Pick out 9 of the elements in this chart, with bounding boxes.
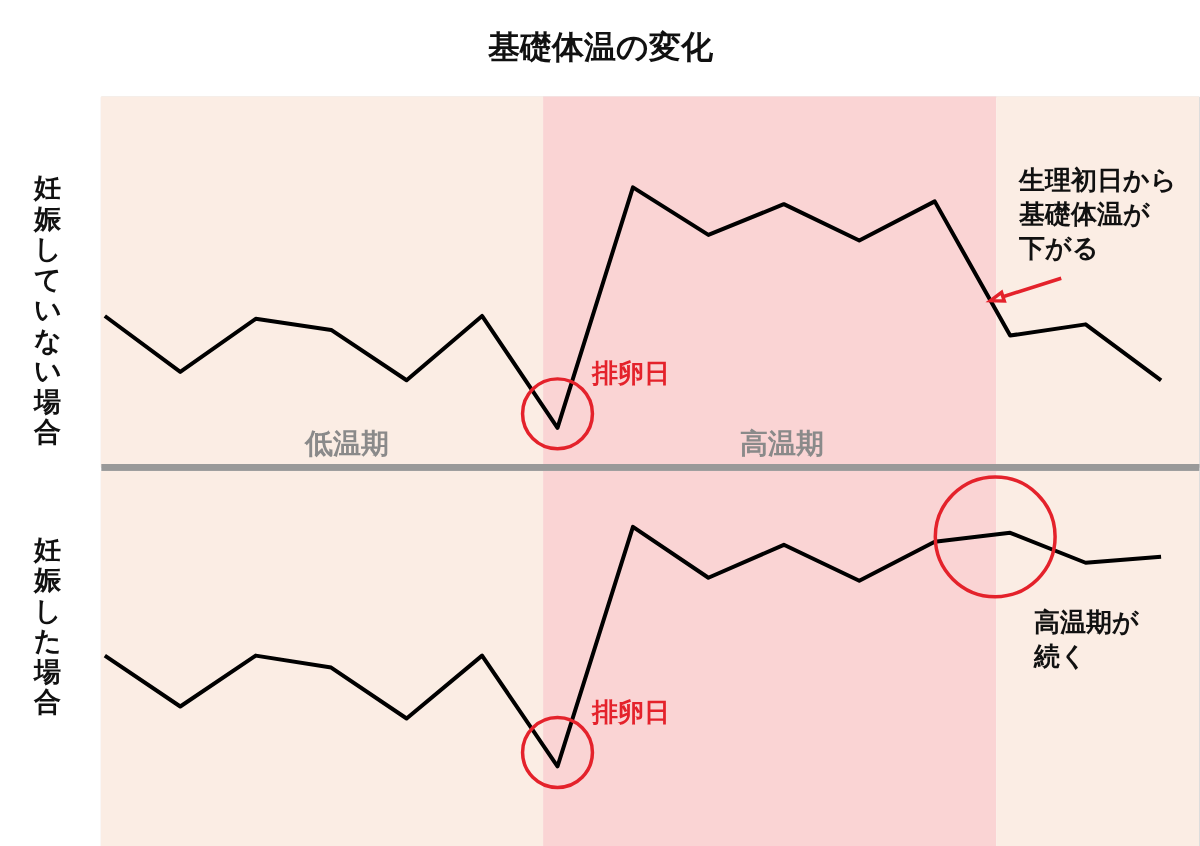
annotation: 低温期 bbox=[304, 426, 390, 460]
chart-title: 基礎体温の変化 bbox=[486, 27, 714, 66]
y-axis-title: 妊娠した場合 bbox=[33, 533, 63, 718]
text: 妊娠していない場合 bbox=[33, 172, 62, 447]
annotation: 生理初日から基礎体温が下がる bbox=[1018, 165, 1178, 264]
annotation: 排卵日 bbox=[591, 357, 671, 388]
annotation: 高温期が続く bbox=[1033, 606, 1141, 671]
annotation: 高温期 bbox=[739, 426, 824, 460]
annotation: 排卵日 bbox=[591, 696, 671, 727]
